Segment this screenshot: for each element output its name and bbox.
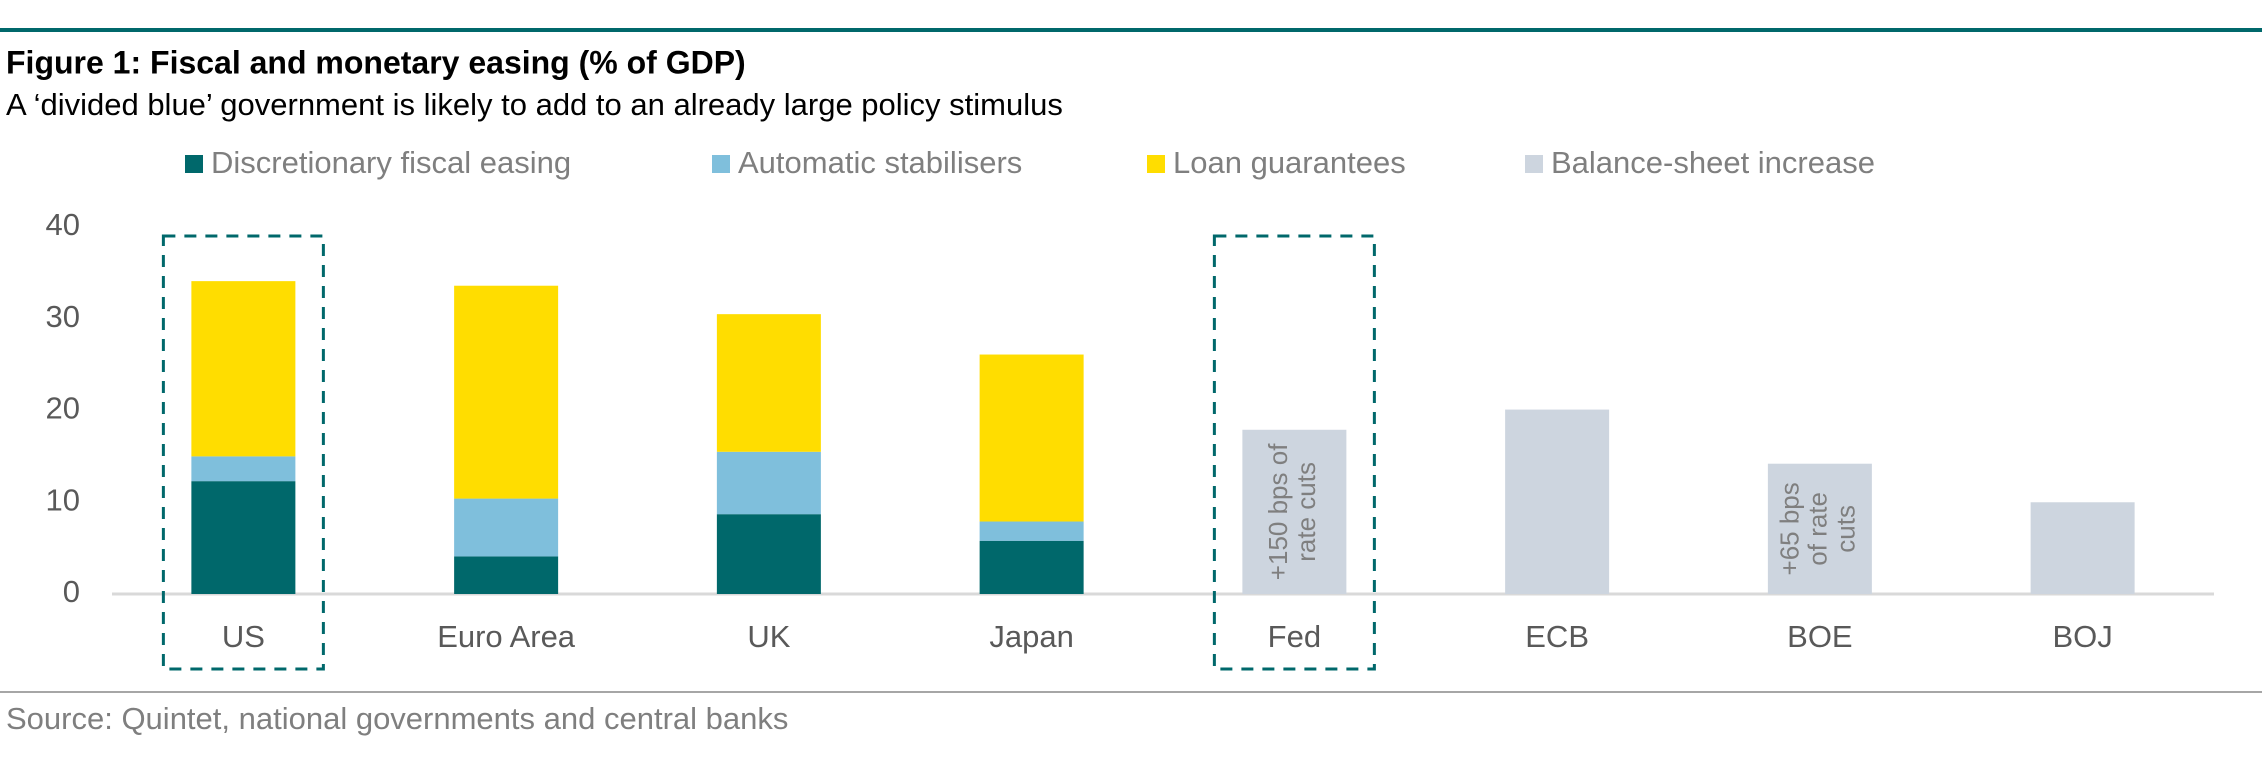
legend-label: Loan guarantees	[1173, 145, 1406, 180]
x-tick-label: ECB	[1525, 619, 1589, 654]
bar-segment	[454, 498, 559, 557]
bar-segment	[979, 521, 1084, 541]
legend-label: Automatic stabilisers	[738, 145, 1022, 180]
bar-segment	[191, 481, 296, 594]
bar-segment	[191, 456, 296, 482]
x-tick-label: Euro Area	[437, 619, 576, 654]
chart-title: Figure 1: Fiscal and monetary easing (% …	[6, 44, 746, 80]
chart-subtitle: A ‘divided blue’ government is likely to…	[6, 87, 1063, 122]
bar-segment	[454, 556, 559, 594]
annotation: +65 bps	[1775, 482, 1805, 575]
legend-label: Discretionary fiscal easing	[211, 145, 571, 180]
x-tick-label: BOJ	[2052, 619, 2112, 654]
bar-segment	[716, 314, 821, 452]
source-note: Source: Quintet, national governments an…	[6, 701, 788, 736]
bar-segment	[716, 451, 821, 515]
annotation: rate cuts	[1291, 462, 1321, 562]
legend-label: Balance-sheet increase	[1551, 145, 1875, 180]
y-tick-label: 40	[46, 207, 80, 242]
annotation: +150 bps of	[1263, 443, 1293, 580]
annotation: of rate	[1803, 492, 1833, 566]
legend-swatch	[185, 155, 203, 173]
bar-segment	[2030, 502, 2135, 594]
x-tick-label: BOE	[1787, 619, 1852, 654]
y-tick-label: 30	[46, 299, 80, 334]
x-tick-label: Japan	[989, 619, 1073, 654]
x-tick-label: Fed	[1268, 619, 1321, 654]
highlight-box	[1212, 234, 1376, 671]
legend-swatch	[1147, 155, 1165, 173]
y-tick-label: 10	[46, 482, 80, 517]
annotation: cuts	[1831, 505, 1861, 553]
bar-segment	[1505, 409, 1610, 594]
bar-segment	[979, 540, 1084, 594]
y-tick-label: 20	[46, 391, 80, 426]
bar-segment	[716, 514, 821, 594]
legend-swatch	[712, 155, 730, 173]
bar-segment	[454, 285, 559, 499]
x-tick-label: UK	[747, 619, 790, 654]
bar-segment	[1767, 463, 1872, 594]
legend-swatch	[1525, 155, 1543, 173]
x-tick-label: US	[222, 619, 265, 654]
bar-segment	[979, 354, 1084, 522]
bar-segment	[191, 281, 296, 457]
highlight-box	[161, 234, 325, 671]
bar-segment	[1242, 429, 1347, 594]
y-tick-label: 0	[63, 574, 80, 609]
